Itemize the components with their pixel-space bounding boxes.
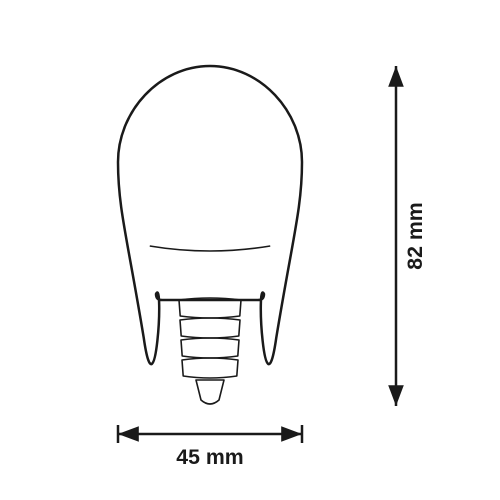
lightbulb-outline <box>118 66 302 404</box>
height-label: 82 mm <box>403 202 427 269</box>
height-dimension <box>388 66 404 406</box>
bulb-dimension-diagram: 82 mm 45 mm <box>0 0 500 500</box>
width-dimension <box>118 425 302 443</box>
width-label: 45 mm <box>176 445 243 469</box>
